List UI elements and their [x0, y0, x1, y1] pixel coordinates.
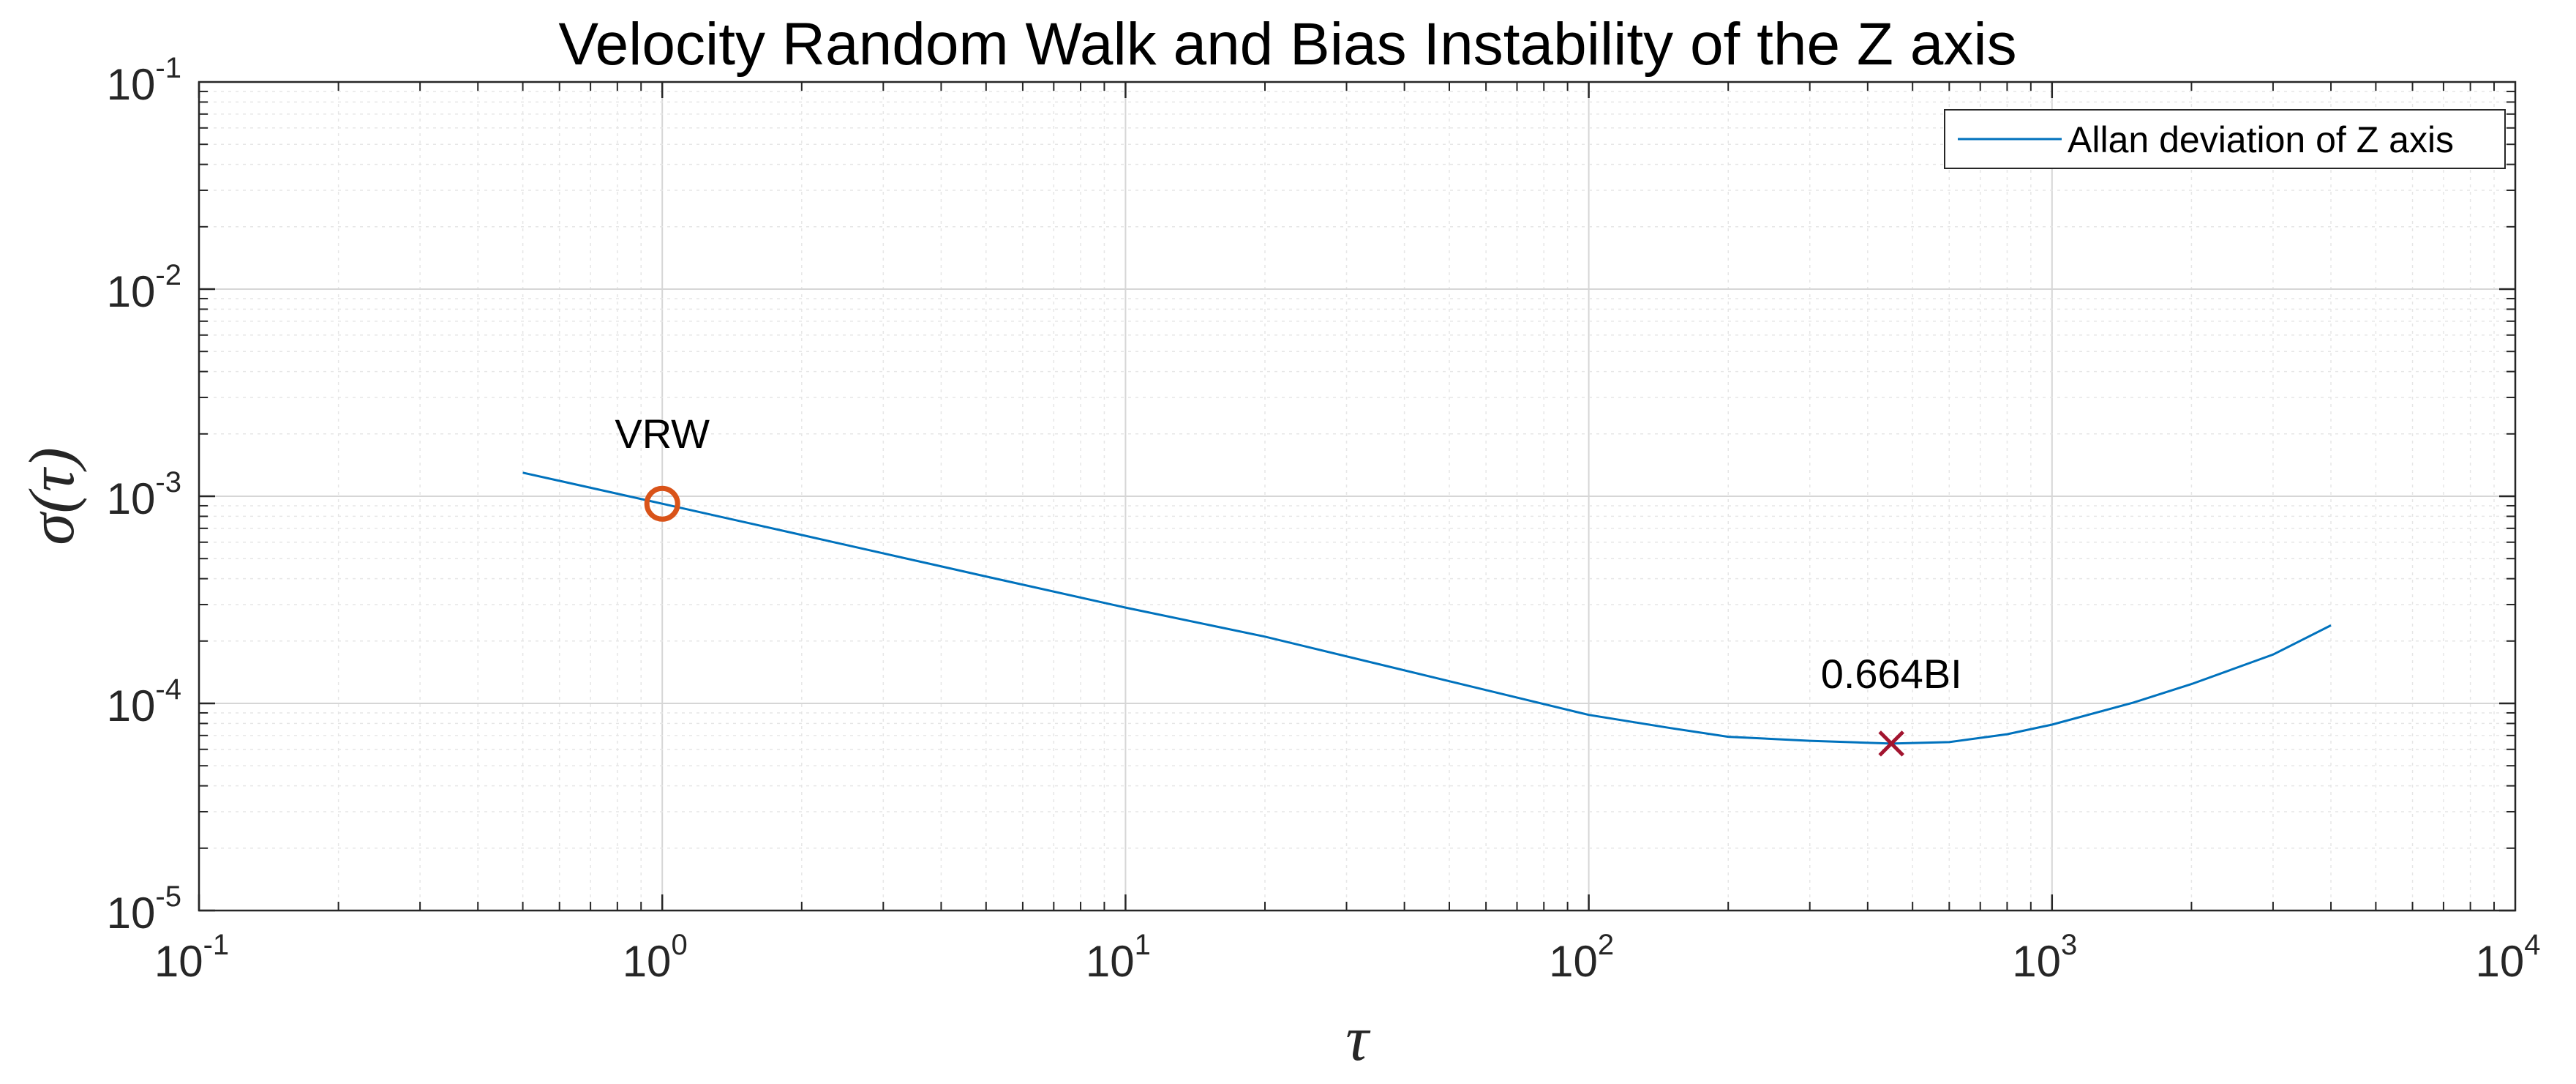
- legend-entry-label: Allan deviation of Z axis: [2068, 119, 2454, 160]
- y-tick-labels: 10-5 10-4 10-3 10-2 10-1: [107, 52, 181, 938]
- x-tick-labels: 10-1 100 101 102 103 104: [154, 929, 2541, 986]
- y-axis-label: σ(τ): [17, 447, 88, 545]
- markers: VRW 0.664BI: [615, 411, 1962, 757]
- ticks: [198, 82, 2515, 912]
- x-tick-label: 101: [1086, 929, 1151, 986]
- y-tick-label: 10-4: [107, 673, 181, 730]
- y-tick-label: 10-2: [107, 259, 181, 316]
- y-tick-label: 10-1: [107, 52, 181, 109]
- chart-title: Velocity Random Walk and Bias Instabilit…: [558, 11, 2016, 78]
- annotation-0-664bi: 0.664BI: [1821, 651, 1962, 697]
- x-tick-label: 100: [623, 929, 688, 986]
- x-tick-label: 104: [2476, 929, 2541, 986]
- x-tick-label: 102: [1549, 929, 1614, 986]
- marker-cross-0-664bi: [1878, 730, 1904, 757]
- legend: Allan deviation of Z axis: [1944, 109, 2506, 169]
- x-tick-label: 10-1: [154, 929, 229, 986]
- y-tick-label: 10-3: [107, 466, 181, 523]
- annotation-vrw: VRW: [615, 411, 710, 457]
- marker-circle-vrw: [644, 485, 680, 522]
- y-tick-label: 10-5: [107, 881, 181, 938]
- x-axis-label: τ: [1345, 1003, 1371, 1074]
- series-line-allan-deviation-z: [522, 471, 2332, 745]
- marker-cross-stroke: [1878, 730, 1904, 757]
- x-tick-label: 103: [2012, 929, 2077, 986]
- grid: [198, 82, 2515, 911]
